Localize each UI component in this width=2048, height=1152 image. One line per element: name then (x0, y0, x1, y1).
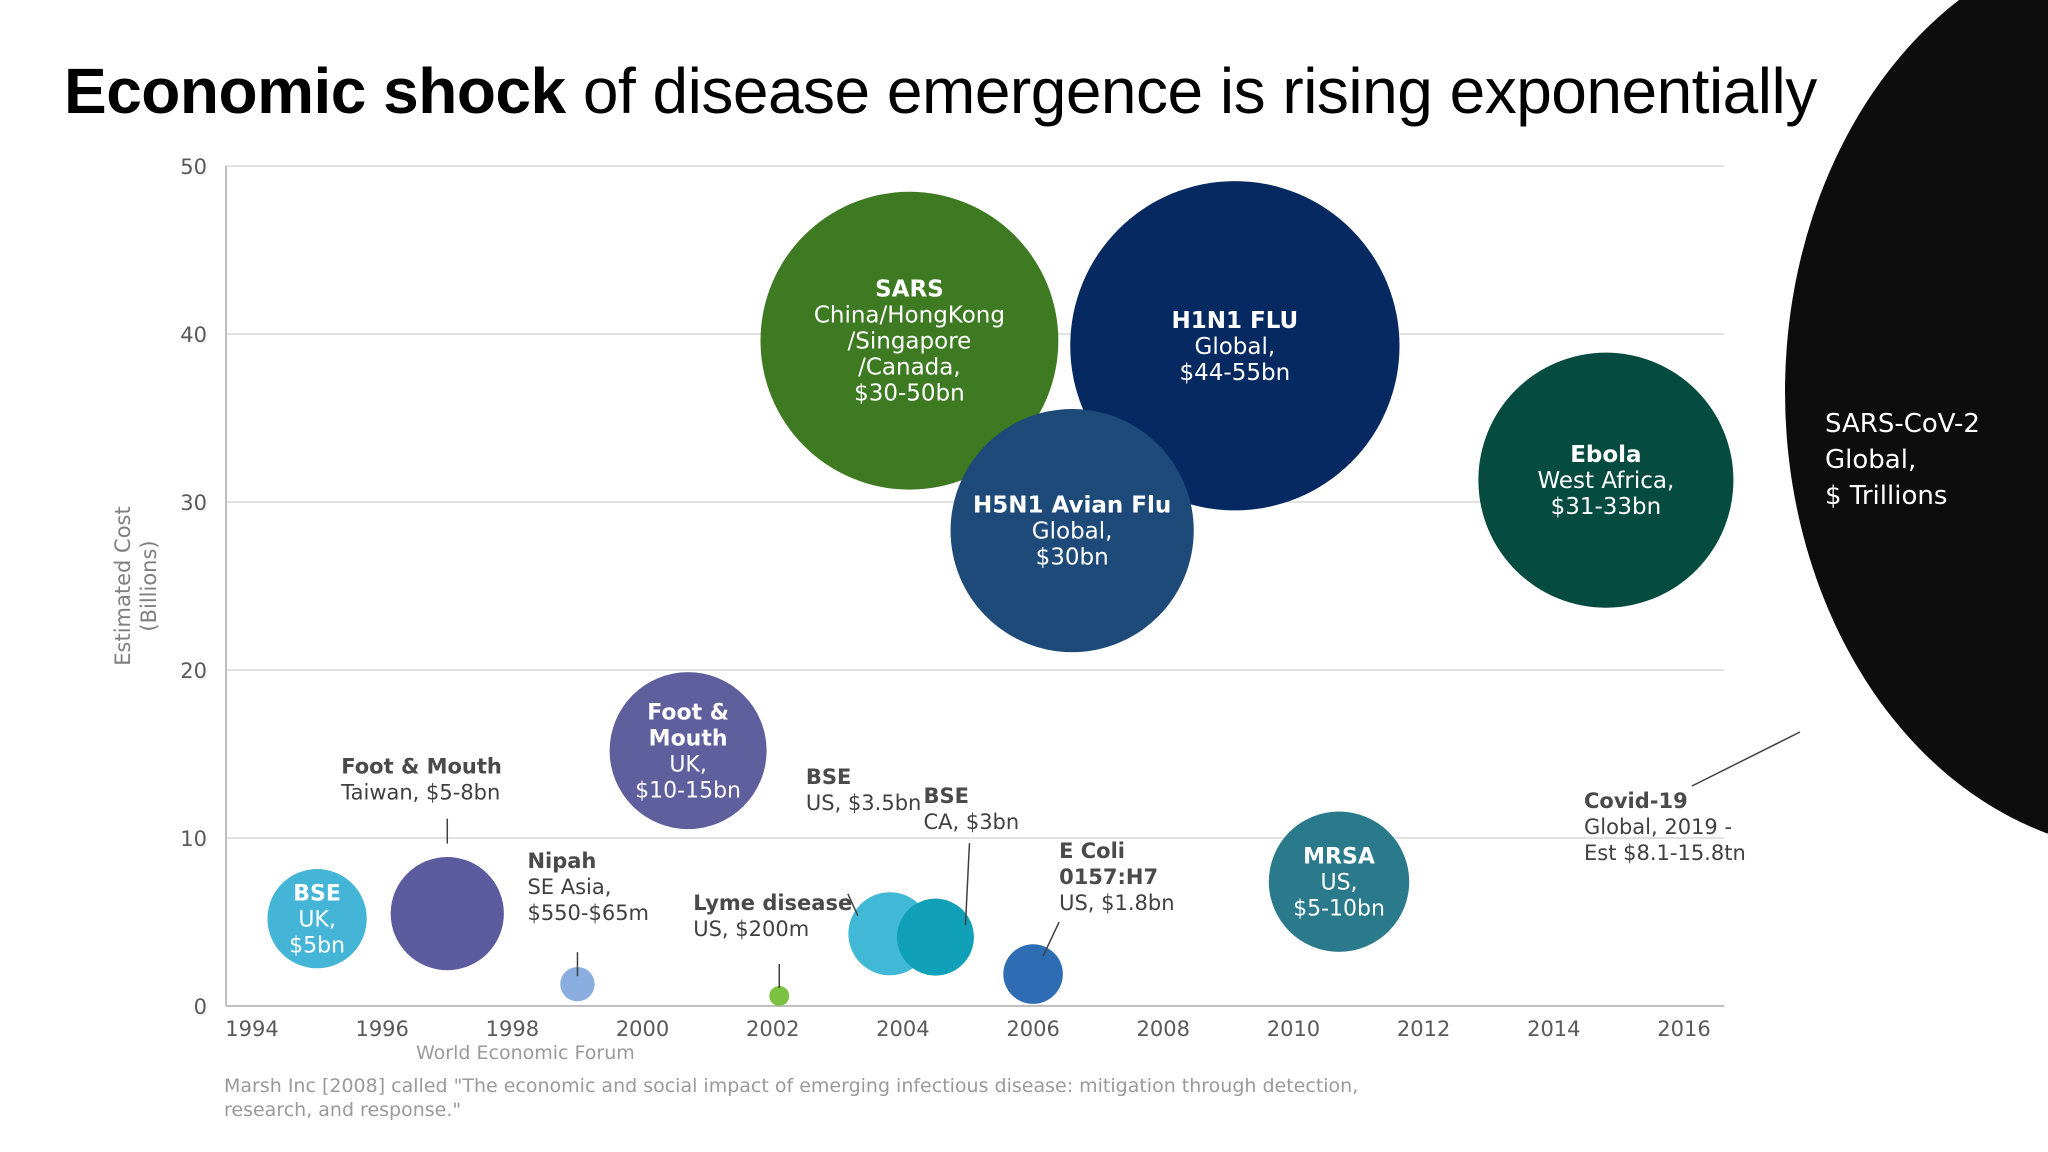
leader-e-coli-0157-h7 (1042, 921, 1060, 957)
label-nipah-line-2: SE Asia, (527, 875, 611, 899)
label-lyme-disease-line-1: Lyme disease (693, 891, 852, 915)
label-bse-ca-line-2: CA, $3bn (923, 810, 1019, 834)
label-sars-line-4: /Canada, (858, 355, 961, 381)
x-tick-label-1994: 1994 (225, 1017, 278, 1041)
label-bse-uk-line-1: BSE (293, 882, 341, 907)
x-tick-label-1998: 1998 (486, 1017, 539, 1041)
x-tick-label-2012: 2012 (1397, 1017, 1450, 1041)
bubble-foot-mouth-uk (609, 672, 767, 830)
label-foot-mouth-taiwan-line-1: Foot & Mouth (341, 755, 502, 779)
bubble-sars-cov-2 (1785, 0, 2048, 834)
bubble-e-coli-0157-h7 (1003, 944, 1063, 1004)
label-foot-mouth-uk-line-3: UK, (669, 753, 707, 778)
label-foot-mouth-uk-line-2: Mouth (649, 727, 728, 752)
label-ebola-line-2: West Africa, (1538, 468, 1675, 494)
label-covid-19-line-2: Global, 2019 - (1584, 815, 1732, 839)
label-h5n1-avian-flu-line-1: H5N1 Avian Flu (973, 493, 1171, 519)
label-mrsa-line-3: $5-10bn (1293, 897, 1385, 922)
label-lyme-disease-line-2: US, $200m (693, 917, 809, 941)
label-e-coli-0157-h7-line-1: E Coli (1059, 839, 1125, 863)
leader-covid-19 (1691, 731, 1801, 787)
bubbles (267, 181, 1734, 1006)
label-bse-uk-line-3: $5bn (289, 934, 345, 959)
label-h5n1-avian-flu-line-2: Global, (1032, 519, 1113, 545)
label-foot-mouth-uk-line-4: $10-15bn (635, 779, 741, 804)
label-foot-mouth-uk-line-1: Foot & (647, 701, 729, 726)
title-bold: Economic shock (64, 55, 566, 127)
x-tick-label-2014: 2014 (1527, 1017, 1580, 1041)
label-mrsa-line-2: US, (1320, 871, 1357, 896)
x-tick-label-2010: 2010 (1267, 1017, 1320, 1041)
axes: 0 10 20 30 40 50 1994 1996 1998 2000 2002 2004 2006 2… (111, 155, 1724, 1041)
x-tick-label-2006: 2006 (1006, 1017, 1059, 1041)
label-sars-line-1: SARS (875, 277, 944, 303)
x-tick-label-2000: 2000 (616, 1017, 669, 1041)
bubble-foot-mouth-taiwan (390, 857, 504, 971)
y-tick-label-40: 40 (180, 323, 207, 347)
label-nipah-line-3: $550-$65m (527, 901, 649, 925)
x-tick-label-2002: 2002 (746, 1017, 799, 1041)
label-sars-cov-2-line-3: $ Trillions (1825, 481, 1947, 511)
bubble-bse-ca (897, 898, 974, 976)
label-ebola-line-1: Ebola (1570, 442, 1641, 468)
label-bse-us-line-1: BSE (806, 765, 851, 789)
bubble-h1n1-flu (1070, 181, 1400, 511)
label-sars-cov-2-line-2: Global, (1825, 445, 1916, 475)
y-tick-label-30: 30 (180, 491, 207, 515)
source-label: World Economic Forum (416, 1042, 635, 1064)
label-bse-us-line-2: US, $3.5bn (806, 791, 921, 815)
y-tick-label-50: 50 (180, 155, 207, 179)
y-tick-label-10: 10 (180, 827, 207, 851)
label-sars-line-3: /Singapore (848, 329, 972, 355)
label-ebola-line-3: $31-33bn (1551, 494, 1662, 520)
x-tick-label-2016: 2016 (1657, 1017, 1710, 1041)
x-tick-label-2008: 2008 (1137, 1017, 1190, 1041)
bubble-bse-uk (267, 868, 367, 969)
y-axis-label: Estimated Cost (Billions) (111, 506, 161, 665)
y-tick-label-0: 0 (194, 995, 207, 1019)
label-foot-mouth-taiwan-line-2: Taiwan, $5-8bn (340, 781, 500, 805)
label-sars-line-2: China/HongKong (814, 303, 1005, 329)
label-sars-line-5: $30-50bn (854, 381, 965, 407)
label-covid-19-line-1: Covid-19 (1584, 789, 1688, 813)
label-bse-uk-line-2: UK, (298, 908, 336, 933)
label-h1n1-flu-line-1: H1N1 FLU (1171, 308, 1298, 334)
label-h1n1-flu-line-3: $44-55bn (1180, 360, 1291, 386)
bubble-sars (760, 191, 1059, 490)
citation: Marsh Inc [2008] called "The economic an… (224, 1075, 1359, 1121)
label-covid-19-line-3: Est $8.1-15.8tn (1584, 841, 1746, 865)
bubble-ebola (1478, 352, 1734, 608)
label-mrsa-line-1: MRSA (1303, 845, 1375, 870)
label-e-coli-0157-h7-line-2: 0157:H7 (1059, 865, 1158, 889)
bubble-mrsa (1268, 811, 1410, 952)
title-rest: of disease emergence is rising exponenti… (565, 55, 1817, 127)
y-tick-label-20: 20 (180, 659, 207, 683)
x-tick-label-1996: 1996 (355, 1017, 408, 1041)
bubble-lyme-disease (769, 985, 790, 1006)
leader-bse-us (847, 893, 859, 917)
y-axis-label-line-2: (Billions) (137, 540, 161, 631)
label-e-coli-0157-h7-line-3: US, $1.8bn (1059, 891, 1174, 915)
label-sars-cov-2-line-1: SARS-CoV-2 (1825, 409, 1980, 439)
bubble-nipah (560, 966, 595, 1002)
y-axis-label-line-1: Estimated Cost (111, 506, 135, 665)
label-bse-ca-line-1: BSE (923, 784, 968, 808)
label-nipah-line-1: Nipah (527, 849, 596, 873)
covid-bubble (1785, 0, 2048, 834)
x-tick-label-2004: 2004 (876, 1017, 929, 1041)
leader-bse-ca (964, 843, 971, 926)
label-h1n1-flu-line-2: Global, (1195, 334, 1276, 360)
slide-title: Economic shock of disease emergence is r… (64, 54, 1817, 128)
bubble-h5n1-avian-flu (950, 408, 1194, 653)
label-h5n1-avian-flu-line-3: $30bn (1036, 545, 1109, 571)
